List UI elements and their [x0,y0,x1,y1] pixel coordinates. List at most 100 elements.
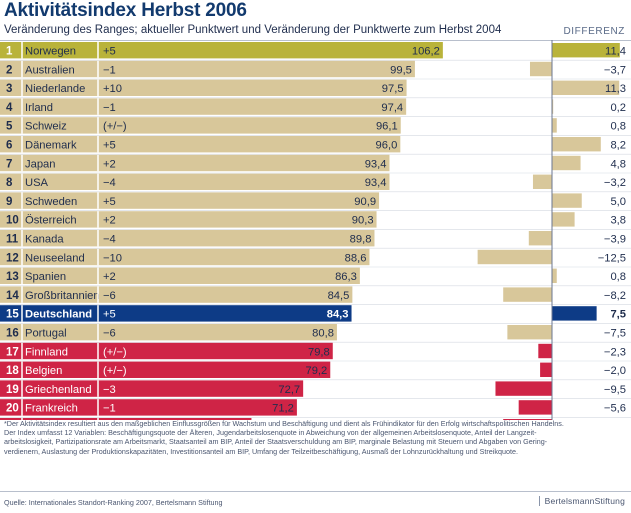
value-bar [0,117,401,134]
rank-label: 13 [6,271,19,283]
country-label: Japan [25,158,55,170]
rank-change-label: +5 [103,46,116,58]
country-label: Schweden [25,196,77,208]
footnote: *Der Aktivitätsindex resultiert aus den … [4,419,624,456]
difference-bar [503,419,552,420]
rank-change-label: +2 [103,215,116,227]
country-label: Finnland [25,346,68,358]
rank-change-label: (+/−) [103,346,127,358]
rank-label: 2 [6,64,12,76]
value-bar [0,342,333,360]
difference-bar [503,287,552,302]
country-label: Neuseeland [25,252,85,264]
difference-column-header: DIFFERENZ [563,26,625,37]
country-label: Deutschland [25,309,92,321]
difference-bar [552,193,582,208]
difference-label: 8,2 [610,140,626,152]
value-bar [0,211,377,228]
value-label: 96,0 [376,140,398,152]
chart-title: Aktivitätsindex Herbst 2006 [4,0,247,21]
rank-change-label: −3 [103,384,116,396]
difference-label: −3,9 [604,234,626,246]
value-bar [0,230,375,247]
value-bar [0,136,401,153]
difference-label: 0,2 [610,102,626,114]
rank-label: 7 [6,158,12,170]
difference-label: −9,5 [604,384,626,396]
value-label: 79,8 [308,346,330,358]
rank-label: 10 [6,215,19,227]
brand-logo: BertelsmannStiftung [538,496,625,506]
rank-change-label: −10 [103,252,122,264]
difference-label: 11,3 [605,83,626,95]
rank-change-label: −1 [103,64,116,76]
value-bar [0,154,390,172]
difference-label: −2,3 [604,346,626,358]
footnote-line: *Der Aktivitätsindex resultiert aus den … [4,419,564,428]
difference-bar [507,325,552,340]
top-rule [0,40,631,41]
difference-bar [552,155,581,171]
rank-change-label: +5 [103,196,116,208]
source-note: Quelle: Internationales Standort-Ranking… [4,498,223,507]
value-bar [0,418,252,420]
rank-change-label: −4 [103,234,116,246]
difference-bar [540,362,552,377]
value-label: 99,5 [390,64,412,76]
value-bar [0,324,337,341]
value-label: 97,4 [381,102,403,114]
rank-label: 6 [6,140,12,152]
rank-label: 17 [6,346,19,358]
difference-label: −8,2 [604,290,626,302]
country-label: Schweiz [25,121,67,133]
country-label: Irland [25,102,53,114]
value-label: 106,2 [412,46,440,58]
difference-bar [477,249,552,265]
country-label: Großbritannien [25,290,100,302]
rank-change-label: +10 [103,83,122,95]
country-label: Österreich [25,215,77,227]
value-bar [0,98,407,115]
country-label: Niederlande [25,83,85,95]
value-bar [0,305,352,322]
value-bar [0,173,390,190]
rank-label: 3 [6,83,12,95]
value-bar [0,60,415,78]
rank-label: 14 [6,290,19,302]
difference-bar [529,61,552,77]
country-label: Portugal [25,328,67,340]
rank-change-label: +2 [103,271,116,283]
value-label: 89,8 [350,234,372,246]
difference-label: 3,8 [610,215,626,227]
value-bar [0,42,443,59]
rank-change-label: +5 [103,140,116,152]
difference-label: −5,6 [604,403,626,415]
difference-bar [528,231,552,246]
difference-bar [552,43,620,58]
value-bar [0,399,297,416]
value-label: 90,9 [354,196,376,208]
value-label: 71,2 [272,403,294,415]
rank-change-label: (+/−) [103,121,127,133]
chart-subtitle: Veränderung des Ranges; aktueller Punktw… [4,24,502,36]
difference-label: 0,8 [610,271,626,283]
difference-bar [552,118,557,133]
rank-label: 1 [6,46,13,58]
rank-change-label: +2 [103,158,116,170]
rank-change-label: −6 [103,328,116,340]
value-bar [0,361,331,378]
difference-label: 11,4 [605,46,626,58]
difference-bar [552,268,557,283]
rank-change-label: −6 [103,290,116,302]
footnote-line: Der Index umfasst 12 Variablen: Beschäft… [4,428,537,438]
value-label: 93,4 [365,177,387,189]
value-label: 93,4 [365,158,387,170]
bottom-rule [0,491,631,492]
rank-label: 9 [6,196,12,208]
rank-label: 20 [6,403,19,415]
difference-bar [532,174,552,189]
rank-label: 11 [6,234,19,246]
difference-bar [495,381,552,396]
country-label: Spanien [25,271,66,283]
country-label: Griechenland [25,384,92,396]
